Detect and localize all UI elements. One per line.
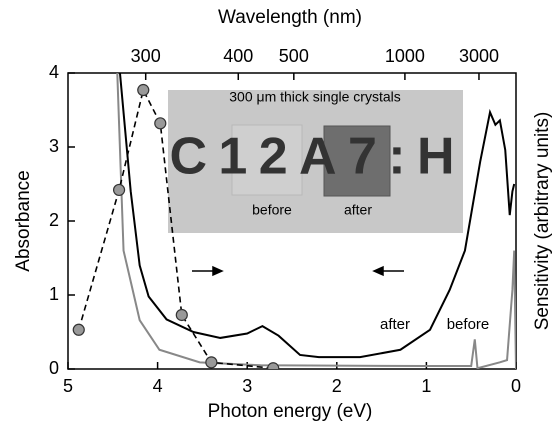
data-point	[267, 362, 280, 369]
y-tick-label: 2	[49, 210, 59, 230]
y-tick-label: 0	[49, 358, 59, 378]
arrows	[192, 265, 404, 277]
data-point	[154, 117, 167, 130]
y-tick-label: 3	[49, 136, 59, 156]
y-axis-label: Absorbance	[13, 170, 34, 271]
x-tick-label: 4	[153, 376, 163, 396]
x-tick-label: 3	[242, 376, 252, 396]
inset-background	[168, 90, 463, 233]
inset-sample-before	[231, 124, 303, 196]
data-point	[72, 323, 85, 336]
x2-tick-label: 500	[279, 46, 309, 66]
x2-tick-label: 400	[223, 46, 253, 66]
plot-area	[72, 73, 516, 369]
x-axis-label: Photon energy (eV)	[208, 401, 373, 422]
x2-tick-label: 300	[131, 46, 161, 66]
x2-tick-label: 3000	[459, 46, 499, 66]
data-point	[175, 308, 188, 322]
x-tick-label: 2	[332, 376, 342, 396]
inset-sample-label: after	[344, 202, 372, 218]
data-point	[112, 183, 126, 197]
series-line	[116, 73, 516, 369]
x2-axis-label: Wavelength (nm)	[218, 7, 362, 28]
data-point	[137, 83, 150, 97]
inset-caption: 300 μm thick single crystals	[229, 89, 400, 105]
series-annotation: before	[447, 316, 490, 333]
inset-sample-after	[323, 125, 391, 197]
inset-sample-label: before	[252, 202, 292, 218]
inset-photo: 300 μm thick single crystals C12A7:H bef…	[168, 89, 463, 233]
arrow-head	[372, 265, 384, 277]
y2-axis-label: Sensitivity (arbitrary units)	[532, 112, 553, 331]
x-tick-label: 0	[511, 376, 521, 396]
x2-tick-label: 1000	[385, 46, 425, 66]
arrow-head	[212, 265, 224, 277]
x-tick-label: 5	[63, 376, 73, 396]
series-line	[118, 73, 516, 359]
data-point	[205, 356, 218, 369]
y-tick-label: 4	[49, 62, 59, 82]
x-tick-label: 1	[421, 376, 431, 396]
series-annotation: after	[380, 316, 410, 333]
y-tick-label: 1	[49, 284, 59, 304]
